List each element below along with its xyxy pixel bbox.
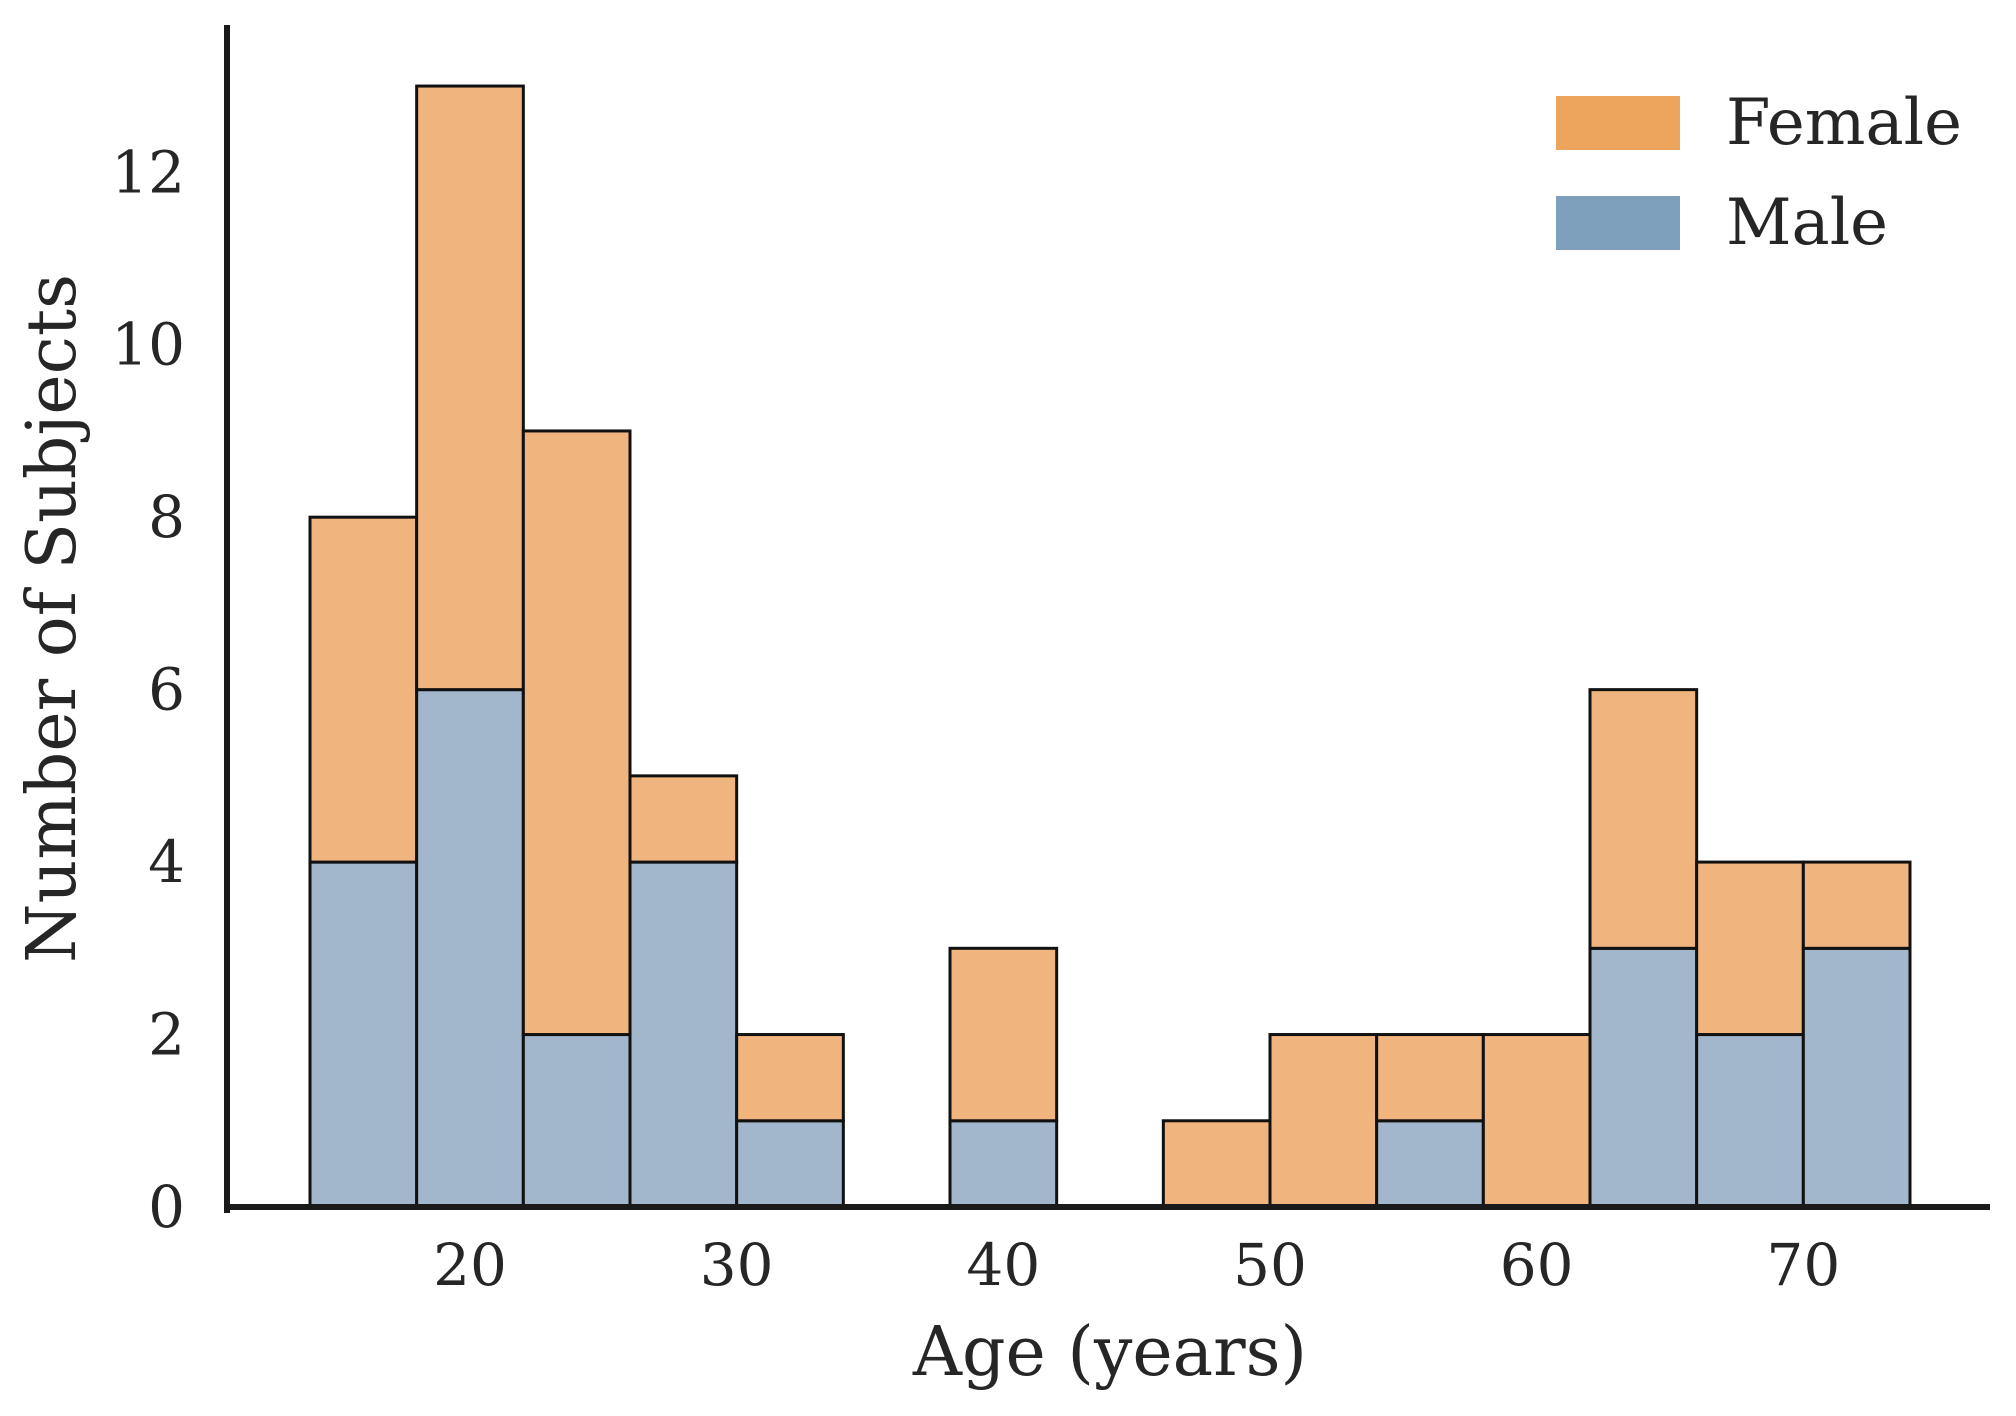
x-tick-label-30: 30: [700, 1231, 774, 1299]
bar-segment-female-age-18: [415, 84, 525, 692]
bar-segment-female-age-14: [308, 515, 419, 864]
bar-segment-female-age-26: [628, 774, 739, 864]
x-axis-spine: [224, 1204, 1990, 1210]
y-tick-label-6: 6: [148, 656, 185, 724]
legend-label-female: Female: [1726, 86, 1962, 160]
y-tick-label-10: 10: [111, 311, 185, 379]
bar-segment-female-age-22: [521, 429, 632, 1037]
y-tick-label-2: 2: [148, 1001, 185, 1069]
x-tick-label-70: 70: [1766, 1231, 1840, 1299]
bar-segment-male-age-18: [415, 688, 525, 1209]
x-tick-label-50: 50: [1233, 1231, 1307, 1299]
legend-swatch-male: [1556, 196, 1680, 250]
legend-label-male: Male: [1726, 186, 1888, 260]
bar-segment-male-age-14: [308, 860, 419, 1209]
bar-segment-male-age-26: [628, 860, 739, 1209]
bar-segment-male-age-30: [735, 1119, 845, 1209]
bar-segment-male-age-66: [1695, 1033, 1805, 1209]
x-axis-title: Age (years): [912, 1313, 1307, 1392]
x-tick-label-40: 40: [966, 1231, 1040, 1299]
bar-segment-female-age-62: [1588, 688, 1699, 950]
bar-segment-female-age-50: [1268, 1033, 1379, 1209]
bar-segment-male-age-22: [521, 1033, 632, 1209]
y-tick-label-8: 8: [148, 483, 185, 551]
bar-segment-male-age-70: [1801, 946, 1912, 1209]
bar-segment-female-age-38: [948, 946, 1059, 1123]
bar-segment-male-age-38: [948, 1119, 1059, 1209]
y-axis-title: Number of Subjects: [13, 274, 92, 963]
y-tick-label-12: 12: [111, 138, 185, 206]
bar-segment-female-age-66: [1695, 860, 1805, 1037]
bar-segment-female-age-54: [1375, 1033, 1485, 1123]
x-tick-label-20: 20: [433, 1231, 507, 1299]
x-tick-label-60: 60: [1500, 1231, 1574, 1299]
bar-segment-female-age-70: [1801, 860, 1912, 950]
bar-segment-female-age-30: [735, 1033, 845, 1123]
bar-segment-female-age-58: [1481, 1033, 1592, 1209]
bar-segment-male-age-62: [1588, 946, 1699, 1209]
bar-segment-male-age-54: [1375, 1119, 1485, 1209]
y-axis-spine: [224, 25, 230, 1213]
legend-swatch-female: [1556, 96, 1680, 150]
bar-segment-female-age-46: [1161, 1119, 1272, 1209]
y-tick-label-4: 4: [148, 828, 185, 896]
y-tick-label-0: 0: [148, 1173, 185, 1241]
